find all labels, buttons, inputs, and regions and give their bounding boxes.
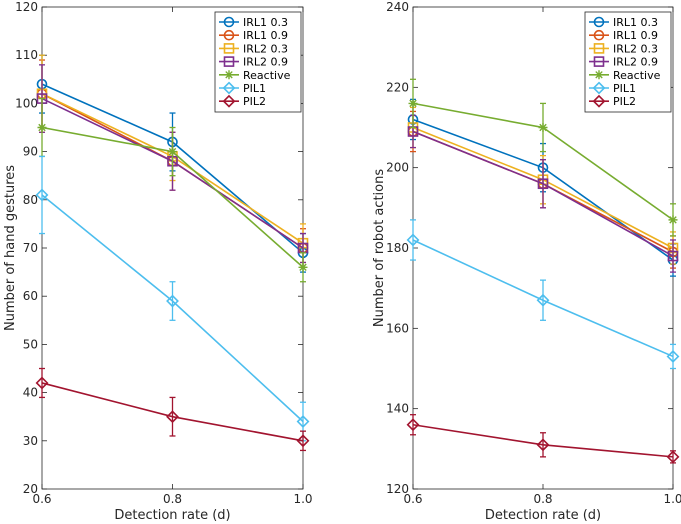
legend-marker [223,29,235,41]
x-axis-label: Detection rate (d) [485,508,601,523]
legend-label: PIL2 [613,95,636,108]
y-tick-label: 200 [386,161,409,175]
data-point [406,418,420,432]
x-axis-label: Detection rate (d) [114,508,230,523]
data-point [668,215,678,225]
y-tick-label: 100 [15,96,38,110]
y-tick-label: 90 [23,145,38,159]
data-point [166,410,179,424]
legend-label: Reactive [613,69,661,82]
legend-marker [593,43,605,54]
series-pil1 [406,219,680,370]
data-point [37,123,47,132]
series-pil2 [35,367,310,452]
series-pil1 [35,155,310,442]
data-point [298,262,308,272]
legend-marker [594,70,604,80]
legend-label: PIL2 [243,95,266,108]
y-tick-label: 50 [23,337,38,351]
data-point [406,233,420,247]
data-point [408,98,418,108]
data-point [667,250,679,262]
legend-marker [593,56,605,67]
series-reactive [408,78,678,237]
data-point [296,434,310,448]
legend-label: IRL2 0.9 [243,56,288,69]
series-pil2 [406,414,680,464]
legend-marker [592,94,606,108]
y-tick-label: 140 [386,402,409,416]
legend-marker [223,16,235,28]
legend-label: PIL1 [243,82,266,95]
data-point [537,178,549,190]
legend-marker [224,70,234,80]
y-tick-label: 80 [23,193,38,207]
y-tick-label: 20 [23,482,38,496]
x-tick-label: 1.0 [663,492,681,506]
data-point [166,294,179,308]
y-tick-label: 120 [386,482,409,496]
data-point [35,188,49,202]
series-irl2-0.9 [407,114,679,273]
right-chart-panel: 120 140 160 180 200 220 240 0.6 0.8 1.0 Detection … [372,0,681,523]
data-point [296,415,310,428]
left-chart-panel: 20 30 40 50 60 70 80 90 100 110 120 0.6 0.8 1.0 Detect… [3,0,313,523]
x-tick-label: 0.6 [403,492,422,506]
legend-marker [593,29,605,41]
y-tick-label: 160 [386,321,409,335]
x-tick-label: 0.8 [163,492,182,506]
y-tick-label: 110 [15,48,38,62]
y-tick-label: 220 [386,80,409,94]
y-tick-label: 70 [23,241,38,255]
legend-marker [222,81,236,95]
data-point [666,350,680,363]
legend-label: IRL1 0.9 [613,29,658,42]
legend-label: IRL1 0.3 [243,16,288,29]
legend-marker [222,94,236,108]
y-tick-label: 30 [23,434,38,448]
data-point [536,293,550,307]
legend-marker [223,56,235,67]
legend-label: IRL2 0.3 [613,42,658,55]
y-axis-label: Number of robot actions [372,169,387,327]
data-point [35,376,49,390]
x-tick-label: 1.0 [293,492,312,506]
legend-marker [592,81,606,95]
data-point [538,123,548,132]
y-axis-label: Number of hand gestures [3,165,18,331]
legend-label: PIL1 [613,82,636,95]
legend-label: IRL1 0.9 [243,29,288,42]
y-tick-label: 40 [23,386,38,400]
legend-marker [593,16,605,28]
data-point [666,450,680,464]
legend-label: IRL2 0.3 [243,42,288,55]
x-tick-label: 0.8 [533,492,552,506]
data-point [168,147,177,157]
legend-label: IRL2 0.9 [613,56,658,69]
legend-label: Reactive [243,69,291,82]
x-tick-label: 0.6 [32,492,51,506]
y-tick-label: 120 [15,0,38,14]
y-tick-label: 60 [23,289,38,303]
y-tick-label: 180 [386,241,409,255]
y-tick-label: 240 [386,0,409,14]
data-point [536,438,550,452]
legend-label: IRL1 0.3 [613,16,658,29]
legend-marker [223,43,235,54]
